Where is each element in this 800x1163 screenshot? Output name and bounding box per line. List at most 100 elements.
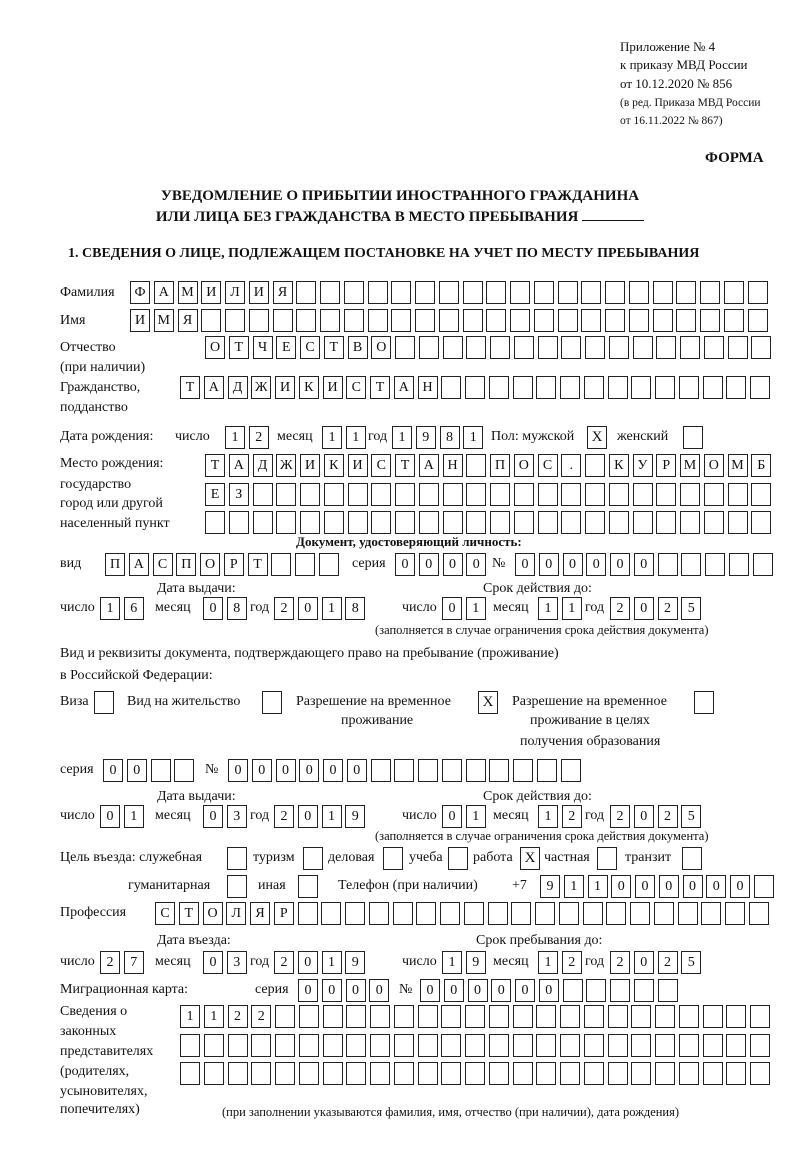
char-cell[interactable]: 1 — [123, 805, 144, 828]
char-cell[interactable] — [750, 1062, 770, 1085]
char-cell[interactable] — [583, 376, 604, 399]
char-cell[interactable]: Ч — [252, 336, 273, 359]
char-cell[interactable]: 2 — [657, 951, 678, 974]
char-cell[interactable] — [367, 309, 388, 332]
char-cell[interactable] — [415, 281, 435, 304]
char-cell[interactable] — [607, 1005, 628, 1028]
char-cell[interactable] — [488, 1034, 509, 1057]
char-cell[interactable]: 0 — [515, 979, 535, 1002]
char-cell[interactable] — [438, 309, 459, 332]
char-cell[interactable] — [586, 979, 607, 1002]
char-cell[interactable] — [677, 902, 698, 925]
purpose-private-checkbox[interactable] — [597, 847, 617, 870]
char-cell[interactable] — [606, 902, 627, 925]
char-cell[interactable] — [585, 454, 605, 477]
sex-female-checkbox[interactable] — [683, 426, 703, 449]
char-cell[interactable]: 0 — [345, 979, 366, 1002]
char-cell[interactable] — [203, 1062, 224, 1085]
char-cell[interactable] — [610, 979, 630, 1002]
char-cell[interactable] — [512, 376, 533, 399]
char-cell[interactable] — [561, 483, 582, 506]
char-cell[interactable] — [318, 553, 339, 576]
char-cell[interactable] — [560, 376, 580, 399]
char-cell[interactable] — [751, 483, 772, 506]
char-cell[interactable] — [605, 281, 625, 304]
char-cell[interactable] — [585, 483, 605, 506]
char-cell[interactable] — [295, 553, 315, 576]
char-cell[interactable] — [535, 902, 555, 925]
char-cell[interactable]: М — [177, 281, 198, 304]
char-cell[interactable] — [490, 511, 510, 534]
char-cell[interactable]: 5 — [681, 805, 702, 828]
char-cell[interactable]: 0 — [100, 805, 120, 828]
char-cell[interactable] — [511, 902, 532, 925]
char-cell[interactable] — [510, 309, 530, 332]
char-cell[interactable]: Р — [273, 902, 294, 925]
char-cell[interactable]: С — [152, 553, 173, 576]
char-cell[interactable]: 0 — [203, 597, 223, 620]
sex-male-checkbox[interactable]: X — [587, 426, 607, 449]
char-cell[interactable]: 0 — [633, 805, 654, 828]
char-cell[interactable] — [441, 1034, 462, 1057]
char-cell[interactable] — [393, 1034, 414, 1057]
char-cell[interactable] — [631, 1005, 652, 1028]
char-cell[interactable] — [748, 902, 769, 925]
char-cell[interactable] — [465, 1034, 485, 1057]
char-cell[interactable] — [370, 1062, 390, 1085]
char-cell[interactable]: 1 — [322, 426, 342, 449]
char-cell[interactable] — [727, 511, 748, 534]
char-cell[interactable]: О — [371, 336, 392, 359]
char-cell[interactable] — [561, 336, 582, 359]
char-cell[interactable]: 0 — [586, 553, 607, 576]
char-cell[interactable]: 2 — [274, 805, 294, 828]
char-cell[interactable] — [466, 511, 487, 534]
char-cell[interactable] — [441, 759, 462, 782]
char-cell[interactable] — [416, 902, 437, 925]
char-cell[interactable]: 0 — [730, 875, 750, 898]
char-cell[interactable] — [581, 309, 602, 332]
char-cell[interactable] — [323, 511, 344, 534]
char-cell[interactable] — [560, 1062, 580, 1085]
char-cell[interactable]: П — [105, 553, 125, 576]
char-cell[interactable]: И — [201, 281, 222, 304]
char-cell[interactable] — [655, 1005, 675, 1028]
char-cell[interactable]: 2 — [610, 597, 630, 620]
char-cell[interactable]: 0 — [610, 553, 630, 576]
char-cell[interactable] — [703, 511, 724, 534]
char-cell[interactable]: 0 — [321, 979, 342, 1002]
char-cell[interactable] — [631, 1034, 652, 1057]
char-cell[interactable]: 9 — [345, 951, 366, 974]
char-cell[interactable] — [747, 281, 768, 304]
char-cell[interactable] — [676, 309, 697, 332]
char-cell[interactable] — [417, 1062, 438, 1085]
char-cell[interactable] — [150, 759, 171, 782]
char-cell[interactable]: 2 — [561, 951, 582, 974]
char-cell[interactable] — [702, 1034, 723, 1057]
char-cell[interactable] — [678, 1034, 699, 1057]
char-cell[interactable] — [628, 309, 649, 332]
char-cell[interactable] — [227, 1062, 248, 1085]
char-cell[interactable] — [347, 483, 368, 506]
char-cell[interactable] — [705, 553, 725, 576]
char-cell[interactable] — [276, 511, 297, 534]
char-cell[interactable] — [680, 336, 700, 359]
char-cell[interactable] — [750, 1005, 770, 1028]
char-cell[interactable]: 0 — [297, 597, 318, 620]
char-cell[interactable]: П — [490, 454, 510, 477]
char-cell[interactable]: Е — [205, 483, 225, 506]
char-cell[interactable]: Я — [272, 281, 293, 304]
char-cell[interactable]: 0 — [275, 759, 296, 782]
char-cell[interactable]: Е — [276, 336, 297, 359]
char-cell[interactable]: М — [680, 454, 700, 477]
char-cell[interactable] — [393, 1062, 414, 1085]
char-cell[interactable] — [248, 309, 269, 332]
char-cell[interactable] — [201, 309, 222, 332]
char-cell[interactable]: 2 — [657, 597, 678, 620]
char-cell[interactable] — [391, 309, 412, 332]
char-cell[interactable]: 1 — [538, 597, 558, 620]
char-cell[interactable]: А — [128, 553, 149, 576]
char-cell[interactable] — [703, 336, 724, 359]
char-cell[interactable] — [727, 336, 748, 359]
char-cell[interactable] — [205, 511, 225, 534]
char-cell[interactable]: 3 — [226, 951, 247, 974]
